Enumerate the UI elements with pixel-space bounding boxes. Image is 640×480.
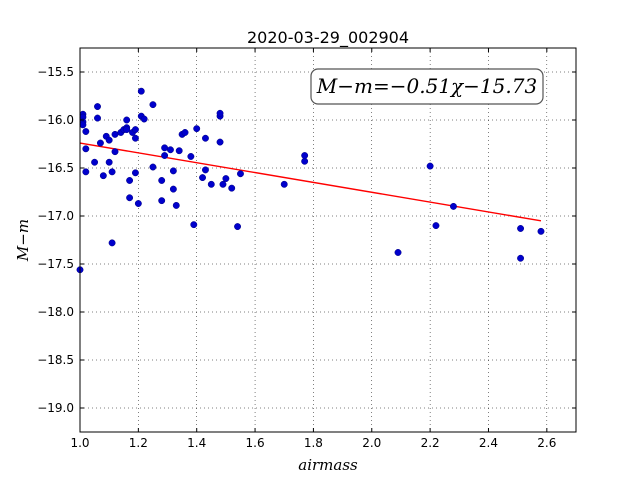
data-point bbox=[222, 175, 230, 183]
data-point bbox=[131, 126, 139, 134]
fit-line bbox=[79, 142, 542, 222]
y-tick-label: −19.0 bbox=[37, 401, 74, 415]
plot-frame bbox=[79, 47, 577, 433]
y-tick-label: −18.5 bbox=[37, 353, 74, 367]
x-tick-label: 1.8 bbox=[304, 436, 323, 450]
data-point bbox=[517, 254, 525, 262]
x-tick-label: 2.2 bbox=[421, 436, 440, 450]
x-tick-label: 1.6 bbox=[246, 436, 265, 450]
data-point bbox=[149, 101, 157, 109]
x-tick-label: 2.6 bbox=[537, 436, 556, 450]
data-point bbox=[108, 168, 116, 176]
data-point bbox=[190, 221, 198, 229]
data-point bbox=[426, 162, 434, 170]
x-axis-label: airmass bbox=[298, 456, 358, 474]
data-point bbox=[234, 223, 242, 231]
data-point bbox=[169, 185, 177, 193]
data-point bbox=[301, 152, 309, 159]
y-tick-label: −17.5 bbox=[37, 257, 74, 271]
data-point bbox=[187, 153, 195, 160]
x-tick-label: 1.4 bbox=[187, 436, 206, 450]
y-tick-label: −16.5 bbox=[37, 161, 74, 175]
chart-title: 2020-03-29_002904 bbox=[247, 28, 409, 48]
data-point bbox=[79, 121, 87, 129]
data-point bbox=[140, 115, 148, 123]
data-point bbox=[131, 169, 139, 177]
data-point bbox=[207, 180, 215, 188]
data-point bbox=[123, 116, 131, 124]
x-tick-label: 1.2 bbox=[129, 436, 148, 450]
data-point bbox=[216, 109, 224, 117]
data-point bbox=[105, 136, 113, 144]
data-point bbox=[181, 129, 189, 136]
data-point bbox=[161, 152, 169, 159]
data-point bbox=[149, 163, 157, 171]
data-point bbox=[237, 170, 244, 178]
data-point bbox=[158, 197, 166, 205]
data-point bbox=[301, 157, 309, 165]
plot-area bbox=[80, 48, 576, 432]
data-point bbox=[193, 125, 201, 133]
annotation-box bbox=[310, 68, 544, 105]
data-point bbox=[111, 148, 119, 156]
axis-ticks: 1.0 1.2 1.4 1.6 1.8 2.0 2.2 2.4 2.6 −15.5 −16.0 −16… bbox=[37, 48, 576, 450]
data-point bbox=[450, 202, 457, 210]
data-point bbox=[202, 134, 209, 142]
data-point bbox=[199, 174, 206, 182]
annotation-text: M−m=−0.51χ−15.73 bbox=[316, 74, 537, 98]
x-tick-label: 2.4 bbox=[479, 436, 498, 450]
data-point bbox=[99, 172, 107, 180]
data-point bbox=[134, 200, 142, 207]
data-point bbox=[137, 87, 145, 95]
data-point bbox=[161, 144, 169, 152]
equation-annotation: M−m=−0.51χ−15.73 bbox=[310, 68, 544, 105]
data-point bbox=[175, 147, 183, 155]
data-point bbox=[537, 227, 545, 235]
data-point bbox=[111, 130, 119, 138]
data-points bbox=[76, 87, 545, 274]
data-point bbox=[82, 168, 90, 176]
data-point bbox=[280, 180, 288, 188]
y-tick-label: −15.5 bbox=[37, 65, 74, 79]
y-axis-label: M−m bbox=[14, 219, 32, 262]
data-point bbox=[82, 128, 90, 135]
data-point bbox=[216, 138, 224, 146]
x-tick-label: 1.0 bbox=[70, 436, 89, 450]
data-point bbox=[219, 180, 227, 188]
grid bbox=[79, 48, 576, 432]
data-point bbox=[96, 139, 104, 147]
data-point bbox=[126, 177, 134, 184]
data-point bbox=[166, 146, 174, 154]
data-point bbox=[202, 166, 209, 174]
data-point bbox=[169, 167, 177, 175]
y-tick-label: −18.0 bbox=[37, 305, 74, 319]
data-point bbox=[131, 134, 139, 142]
data-point bbox=[105, 158, 113, 166]
x-tick-label: 2.0 bbox=[362, 436, 381, 450]
data-point bbox=[123, 126, 131, 134]
y-tick-label: −16.0 bbox=[37, 113, 74, 127]
data-point bbox=[82, 145, 90, 153]
data-point bbox=[394, 249, 402, 256]
y-tick-label: −17.0 bbox=[37, 209, 74, 223]
data-point bbox=[108, 239, 116, 247]
data-point bbox=[172, 201, 180, 209]
data-point bbox=[91, 158, 99, 166]
data-point bbox=[517, 225, 525, 232]
data-point bbox=[94, 103, 101, 111]
data-point bbox=[94, 114, 101, 122]
data-point bbox=[158, 177, 166, 184]
data-point bbox=[228, 184, 236, 192]
data-point bbox=[432, 222, 440, 230]
data-point bbox=[126, 194, 134, 202]
